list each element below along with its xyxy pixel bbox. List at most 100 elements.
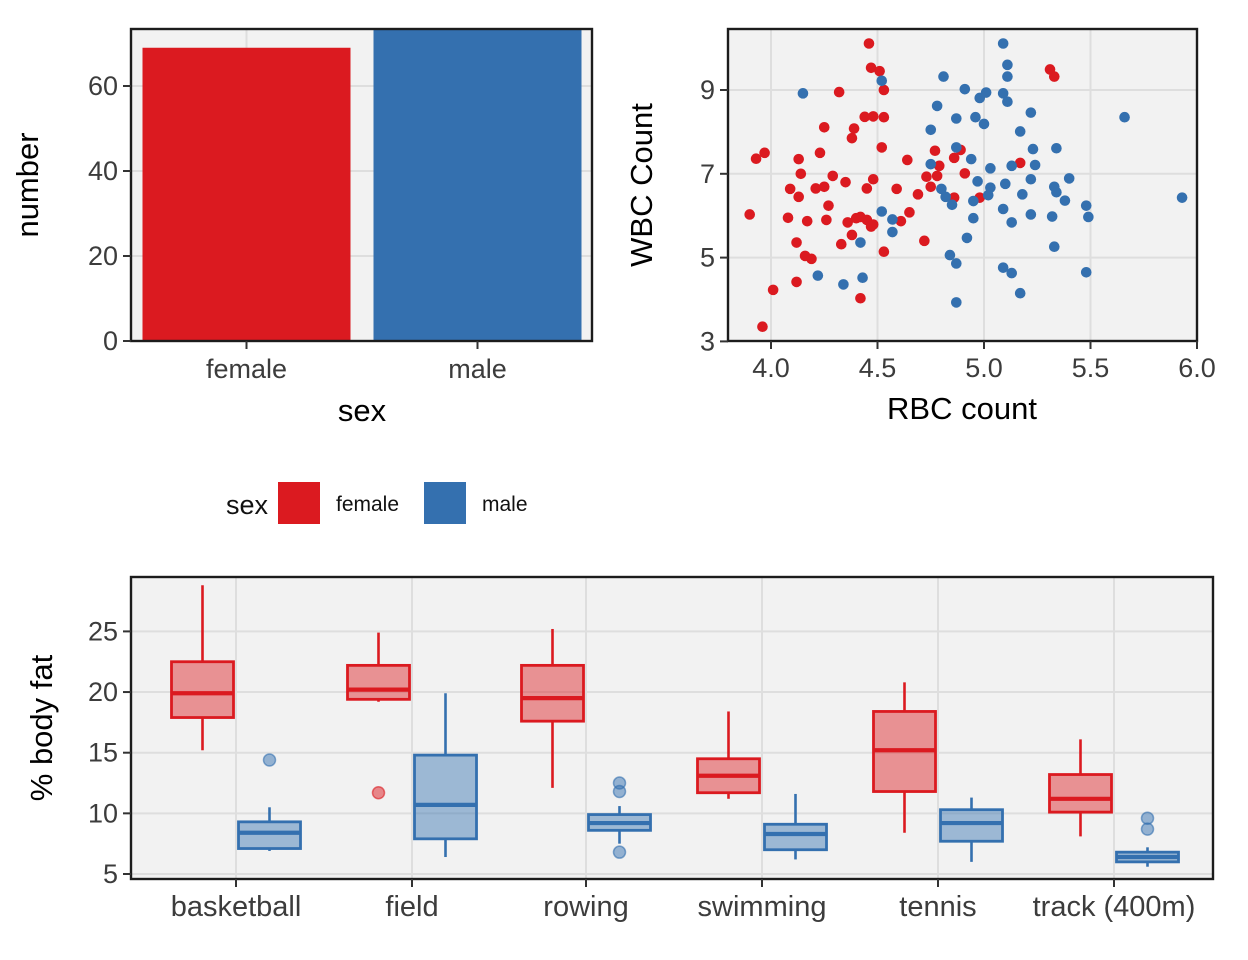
scatter-point-female	[821, 214, 832, 226]
scatter-point-female	[878, 246, 890, 258]
scatter-y-axis-title: WBC Count	[624, 103, 659, 267]
scatter-point-male	[1025, 107, 1037, 118]
scatter-point-female	[827, 170, 839, 182]
scatter-point-male	[1002, 59, 1013, 71]
scatter-point-female	[840, 176, 851, 188]
scatter-point-male	[1002, 96, 1013, 108]
legend: sex female male	[226, 482, 528, 524]
scatter-point-female	[919, 235, 930, 247]
scatter-point-female	[876, 142, 888, 153]
scatter-point-male	[1048, 241, 1060, 253]
bar-chart-panel: 0 20 40 60 female male	[88, 27, 594, 384]
scatter-point-male	[887, 226, 898, 238]
box-y-axis-title: % body fat	[24, 654, 59, 801]
scatter-point-male	[1176, 192, 1188, 203]
tick-label-x: 5.0	[965, 353, 1003, 383]
box-panel-border	[129, 575, 1215, 881]
scatter-point-male	[1051, 186, 1062, 198]
bar-y-axis-title: number	[10, 132, 45, 237]
tick-label-x: 4.5	[859, 353, 897, 383]
scatter-point-male	[940, 191, 951, 203]
scatter-point-male	[1002, 71, 1013, 82]
tick-label-x: 4.0	[752, 353, 790, 383]
scatter-point-male	[972, 176, 983, 187]
scatter-point-male	[997, 38, 1009, 49]
tick-label-x: male	[448, 354, 507, 384]
legend-swatch-male	[424, 482, 466, 524]
scatter-point-male	[1017, 189, 1028, 200]
outlier-point	[371, 785, 386, 800]
scatter-point-female	[933, 160, 945, 172]
scatter-point-male	[1046, 211, 1058, 222]
scatter-point-female	[855, 292, 866, 304]
scatter-point-female	[867, 219, 879, 230]
scatter-point-male	[951, 258, 962, 269]
scatter-point-female	[795, 168, 807, 180]
scatter-point-female	[810, 183, 822, 194]
scatter-point-male	[1059, 195, 1071, 206]
scatter-point-male	[931, 100, 943, 112]
scatter-point-male	[1006, 160, 1017, 172]
scatter-point-male	[985, 182, 996, 193]
scatter-point-female	[874, 65, 885, 77]
scatter-point-male	[1051, 142, 1062, 154]
scatter-point-female	[793, 191, 804, 203]
bar-male	[373, 29, 582, 341]
box-female-basketball	[170, 585, 235, 751]
scatter-point-female	[931, 170, 943, 182]
box-body	[520, 663, 585, 723]
bar-panel-border	[129, 27, 594, 343]
tick-label-y: 10	[88, 798, 118, 828]
scatter-point-female	[757, 321, 768, 333]
legend-swatch-female	[278, 482, 320, 524]
scatter-point-female	[818, 121, 830, 133]
scatter-point-male	[944, 249, 956, 261]
scatter-point-male	[812, 270, 824, 281]
tick-label-x: rowing	[543, 891, 628, 923]
scatter-point-male	[1027, 143, 1039, 155]
scatter-point-female	[867, 111, 879, 122]
scatter-point-female	[814, 147, 826, 159]
tick-label-y: 5	[103, 859, 118, 889]
box-body	[413, 753, 478, 841]
scatter-panel-background	[728, 29, 1197, 341]
scatter-point-male	[855, 237, 866, 248]
scatter-point-male	[887, 214, 898, 225]
scatter-point-female	[842, 217, 853, 228]
box-female-swimming	[696, 711, 761, 799]
scatter-point-male	[1000, 178, 1011, 190]
scatter-point-male	[876, 206, 888, 217]
scatter-point-male	[997, 88, 1009, 99]
tick-label-x: tennis	[899, 891, 976, 923]
tick-label-y: 40	[88, 156, 118, 186]
scatter-point-female	[835, 238, 847, 250]
scatter-point-male	[968, 212, 979, 224]
scatter-point-male	[938, 71, 949, 82]
scatter-point-female	[867, 173, 879, 185]
scatter-point-male	[1014, 126, 1026, 137]
box-male-tennis	[939, 797, 1004, 862]
scatter-point-female	[878, 111, 890, 123]
scatter-panel-border	[726, 27, 1199, 343]
outlier-point	[612, 784, 627, 799]
box-male-track (400m)	[1115, 811, 1180, 867]
tick-label-y: 20	[88, 677, 118, 707]
scatter-point-male	[968, 195, 979, 207]
scatter-point-male	[946, 199, 958, 211]
tick-label-y: 5	[700, 243, 715, 273]
scatter-point-male	[978, 118, 990, 130]
scatter-point-female	[948, 152, 960, 164]
scatter-point-male	[838, 279, 849, 290]
scatter-point-female	[848, 123, 860, 134]
scatter-point-female	[865, 62, 877, 74]
scatter-point-female	[750, 153, 762, 165]
scatter-x-axis-title: RBC count	[887, 391, 1037, 426]
scatter-point-female	[859, 111, 871, 123]
scatter-point-male	[951, 142, 962, 153]
tick-label-y: 0	[103, 326, 118, 356]
tick-label-x: 6.0	[1178, 353, 1216, 383]
scatter-point-male	[965, 153, 977, 165]
tick-label-x: field	[385, 891, 438, 923]
tick-label-x: swimming	[698, 891, 827, 923]
